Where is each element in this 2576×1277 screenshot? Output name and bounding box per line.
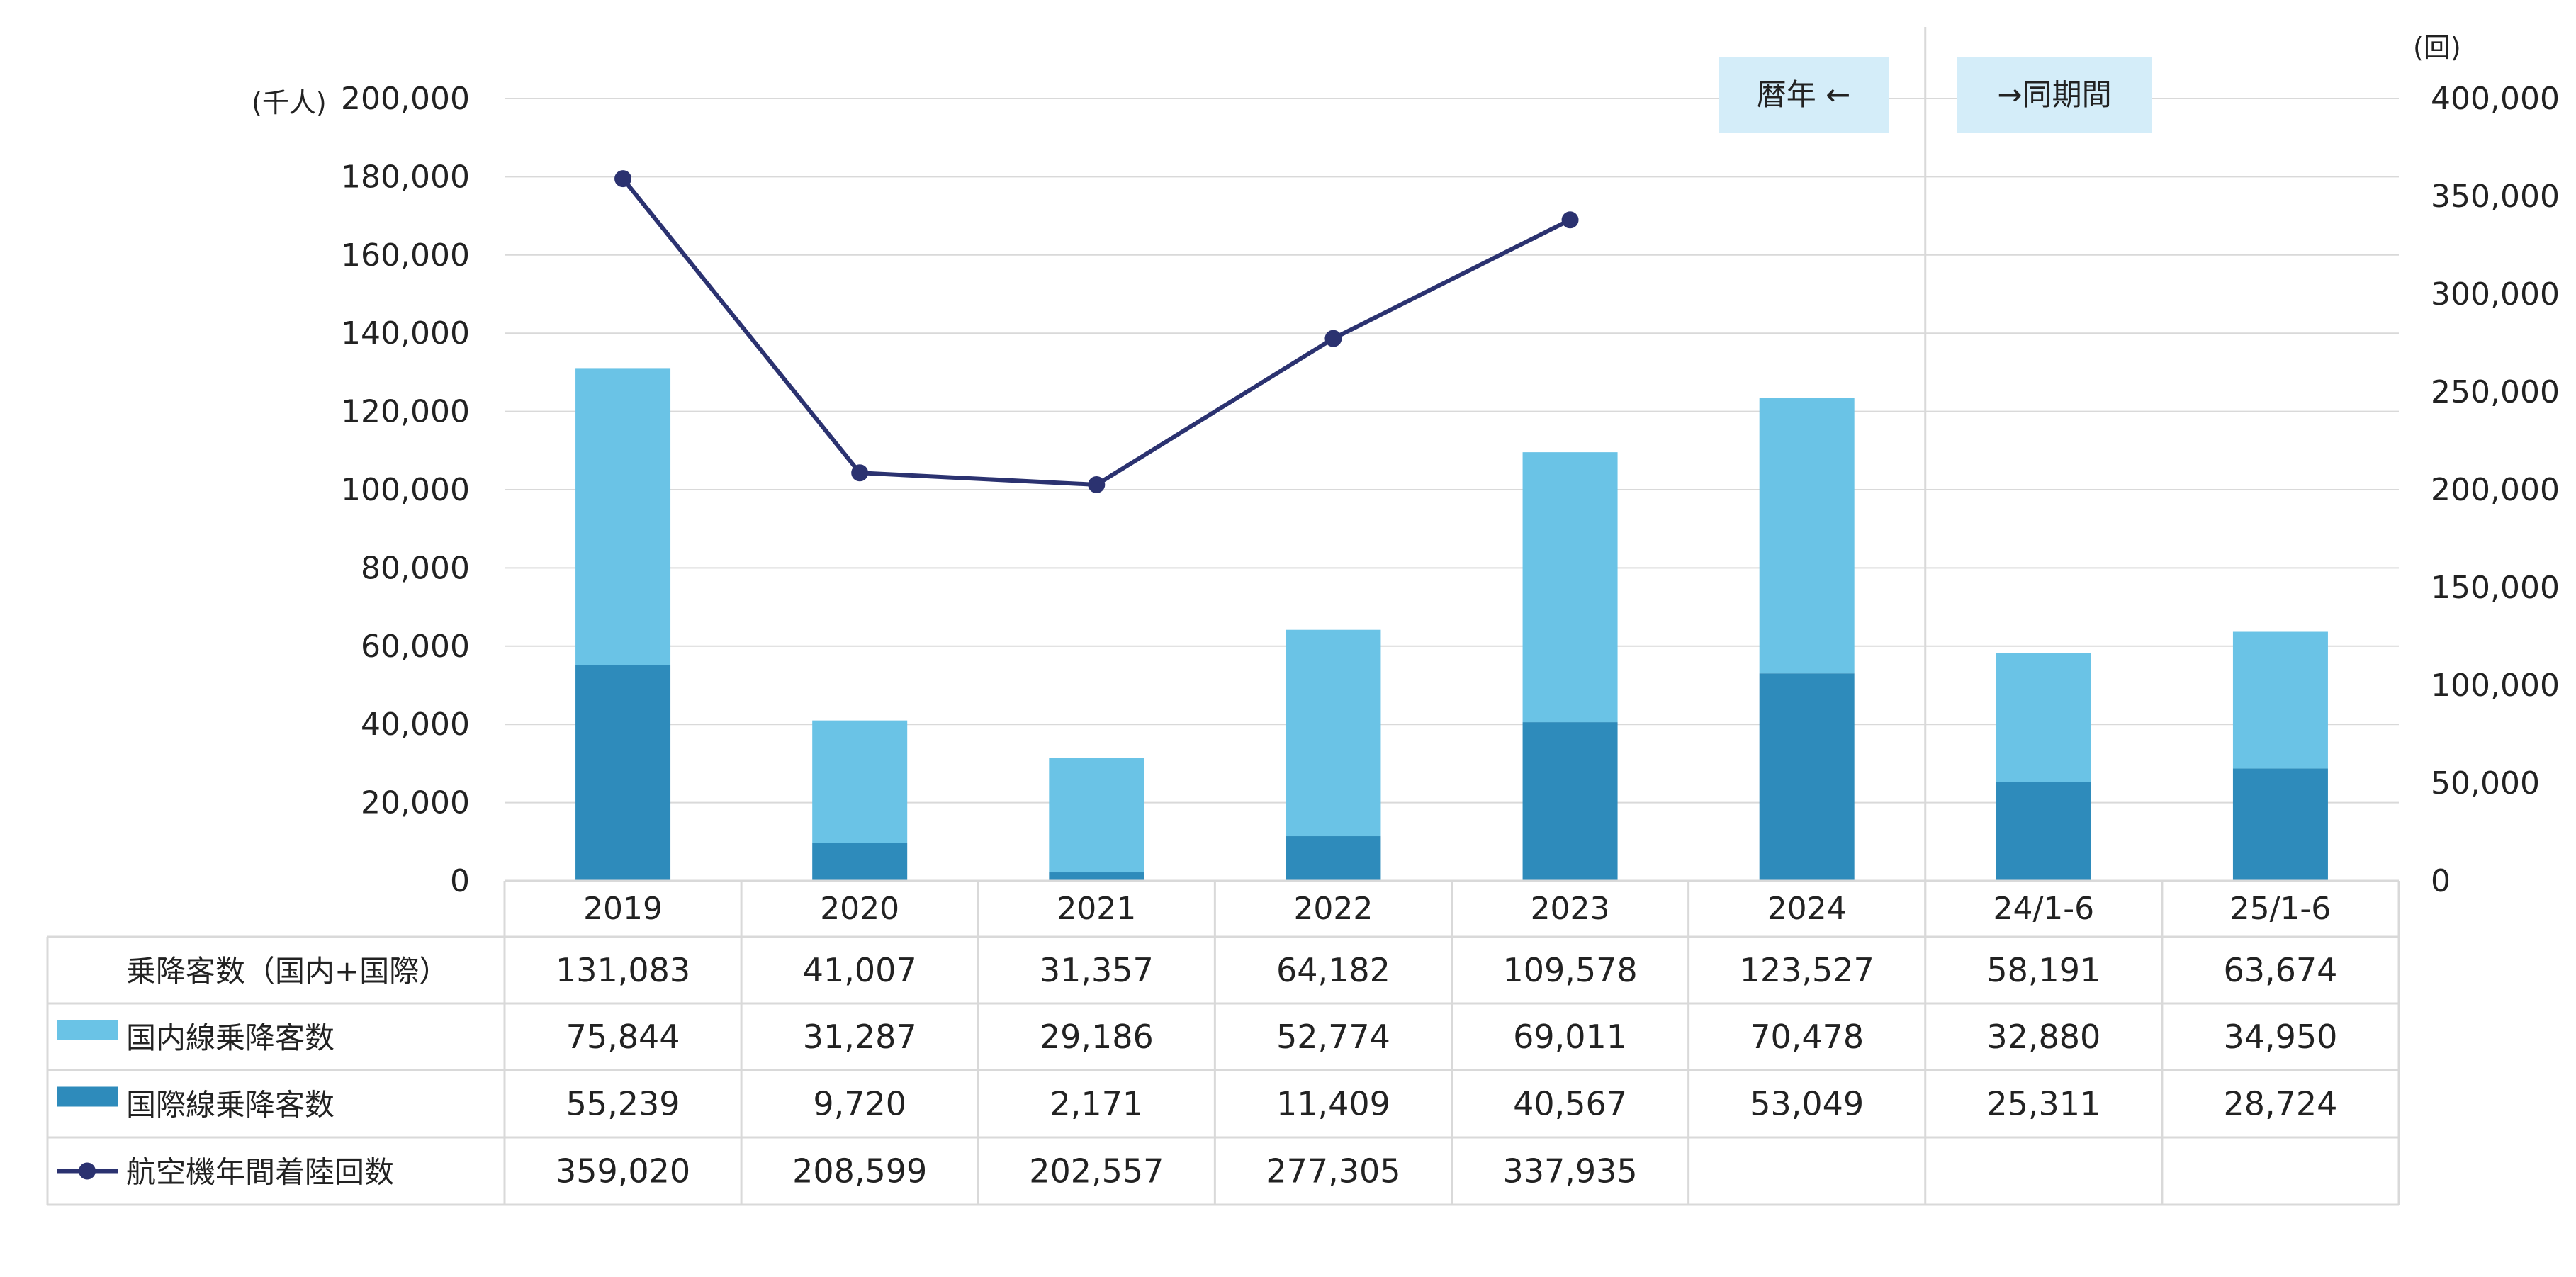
bar-international [575, 665, 671, 881]
y-left-tick-label: 140,000 [341, 315, 470, 351]
table-value-landings: 208,599 [792, 1152, 927, 1191]
landings-point [614, 170, 632, 188]
table-value-landings: 337,935 [1502, 1152, 1637, 1191]
bar-domestic [1522, 452, 1618, 723]
bar-international [1759, 673, 1855, 881]
y-right-tick-label: 250,000 [2431, 374, 2560, 410]
bar-domestic [1996, 653, 2091, 782]
table-value-international: 11,409 [1276, 1085, 1390, 1123]
table-value-international: 40,567 [1513, 1085, 1627, 1123]
table-value-international: 2,171 [1050, 1085, 1143, 1123]
y-right-tick-label: 200,000 [2431, 472, 2560, 508]
table-value-total: 31,357 [1040, 951, 1154, 989]
x-tick-label: 24/1-6 [1993, 891, 2094, 927]
legend-swatch-domestic [57, 1020, 118, 1040]
bar-domestic [1759, 398, 1855, 674]
table-value-international: 53,049 [1750, 1085, 1864, 1123]
calendar-year-box [1719, 57, 1889, 133]
table-value-international: 55,239 [566, 1085, 680, 1123]
same-period-label: →同期間 [1997, 77, 2111, 112]
y-right-tick-label: 50,000 [2431, 765, 2540, 801]
table-value-domestic: 70,478 [1750, 1018, 1864, 1056]
y-left-unit: (千人) [252, 87, 327, 118]
calendar-year-label: 暦年 ← [1757, 77, 1851, 112]
table-value-international: 9,720 [813, 1085, 906, 1123]
table-value-domestic: 52,774 [1276, 1018, 1390, 1056]
table-value-domestic: 69,011 [1513, 1018, 1627, 1056]
grid-lines [505, 98, 2399, 804]
y-left-tick-label: 60,000 [361, 629, 470, 665]
bar-domestic [1049, 758, 1144, 873]
bar-international [2232, 768, 2328, 881]
bar-international [1286, 836, 1381, 881]
bar-international [1996, 782, 2091, 881]
table-value-domestic: 29,186 [1040, 1018, 1154, 1056]
y-right-tick-label: 0 [2431, 863, 2451, 899]
x-tick-label: 2021 [1057, 891, 1136, 927]
table-value-total: 41,007 [803, 951, 917, 989]
landings-series-line [621, 177, 1571, 487]
table-value-domestic: 75,844 [566, 1018, 680, 1056]
y-right-unit: (回) [2413, 32, 2461, 63]
x-tick-label: 2023 [1531, 891, 1610, 927]
table-value-domestic: 34,950 [2223, 1018, 2337, 1056]
row-label-total: 乗降客数（国内+国際） [126, 954, 449, 989]
table-value-landings: 202,557 [1029, 1152, 1164, 1191]
table-value-international: 28,724 [2223, 1085, 2337, 1123]
table-value-total: 123,527 [1740, 951, 1874, 989]
y-right-tick-label: 300,000 [2431, 276, 2560, 313]
x-tick-label: 2022 [1293, 891, 1373, 927]
table-value-total: 63,674 [2223, 951, 2337, 989]
row-label-landings: 航空機年間着陸回数 [126, 1155, 394, 1190]
x-tick-label: 2019 [583, 891, 663, 927]
x-tick-label: 2024 [1767, 891, 1847, 927]
data-table: 2019 2020 2021 2022 2023 2024 24/1-6 25/1-6 乗降客数… [46, 879, 2400, 1206]
bar-domestic [575, 368, 671, 665]
bars [575, 368, 2328, 881]
same-period-box [1957, 57, 2152, 133]
row-label-international: 国際線乗降客数 [126, 1088, 334, 1123]
table-value-domestic: 32,880 [1986, 1018, 2100, 1056]
y-left-tick-label: 100,000 [341, 472, 470, 508]
annotations: 暦年 ← →同期間 [1719, 57, 2152, 133]
bar-international [1049, 872, 1144, 881]
y-right-tick-label: 150,000 [2431, 570, 2560, 606]
bar-domestic [812, 720, 908, 843]
landings-point [1324, 330, 1342, 347]
table-value-total: 109,578 [1502, 951, 1637, 989]
legend-swatch-international [57, 1086, 118, 1107]
bar-international [1522, 722, 1618, 881]
y-left-tick-label: 120,000 [341, 394, 470, 430]
y-left-tick-label: 80,000 [361, 550, 470, 586]
y-right-tick-label: 350,000 [2431, 179, 2560, 215]
landings-point [1561, 211, 1579, 229]
landings-line [614, 170, 1579, 493]
y-left-tick-label: 200,000 [341, 81, 470, 117]
landings-point [1088, 476, 1106, 493]
row-label-domestic: 国内線乗降客数 [126, 1020, 334, 1055]
legend-marker-landings [79, 1162, 96, 1180]
table-value-total: 58,191 [1986, 951, 2100, 989]
axes: 200,000 180,000 160,000 140,000 120,000 100,0… [252, 27, 2560, 950]
bar-domestic [1286, 629, 1381, 837]
x-tick-label: 25/1-6 [2230, 891, 2332, 927]
y-left-tick-label: 40,000 [361, 707, 470, 743]
table-value-total: 64,182 [1276, 951, 1390, 989]
y-left-tick-label: 180,000 [341, 159, 470, 195]
table-value-landings: 359,020 [556, 1152, 690, 1191]
bar-international [812, 843, 908, 881]
table-value-domestic: 31,287 [803, 1018, 917, 1056]
y-left-tick-label: 160,000 [341, 237, 470, 274]
y-left-tick-label: 0 [450, 863, 470, 899]
x-tick-label: 2020 [820, 891, 899, 927]
table-value-landings: 277,305 [1266, 1152, 1400, 1191]
bar-domestic [2232, 631, 2328, 769]
landings-point [851, 464, 869, 482]
table-value-international: 25,311 [1986, 1085, 2100, 1123]
y-left-tick-label: 20,000 [361, 785, 470, 821]
y-right-tick-label: 400,000 [2431, 81, 2560, 117]
table-value-total: 131,083 [556, 951, 690, 989]
y-right-tick-label: 100,000 [2431, 668, 2560, 704]
